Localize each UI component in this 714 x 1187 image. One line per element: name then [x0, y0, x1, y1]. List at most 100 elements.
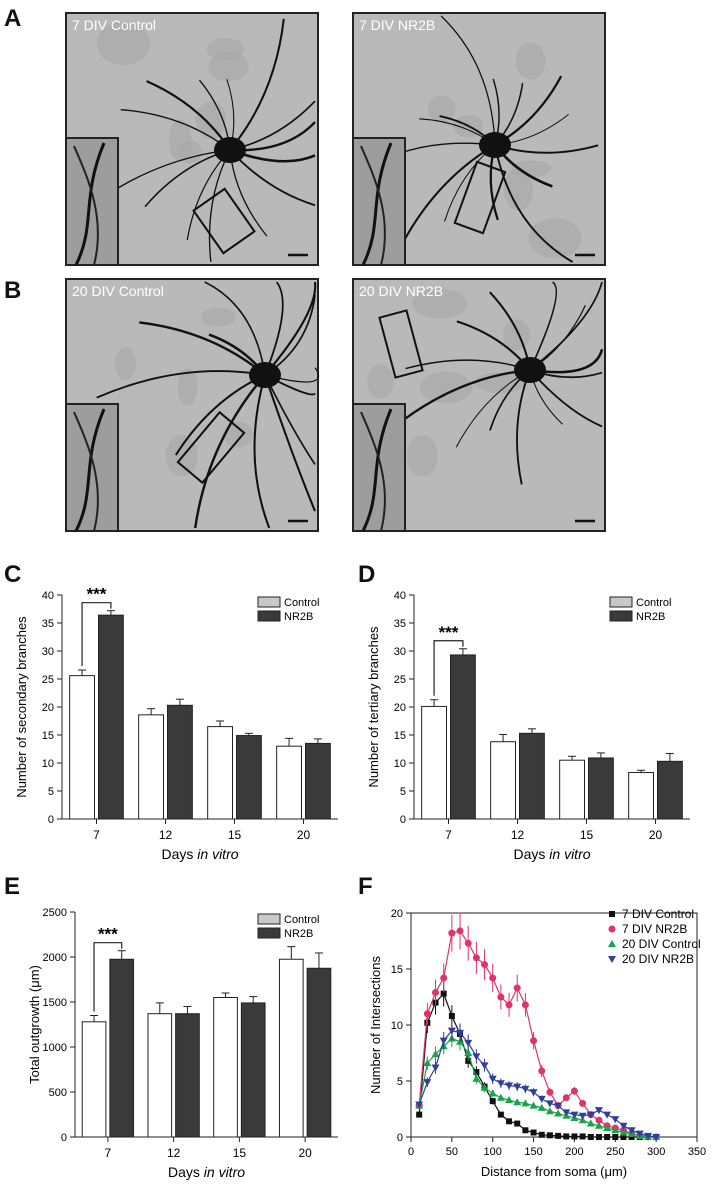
data-point [522, 1127, 529, 1134]
series-7-div-control [416, 980, 660, 1140]
x-tick-label: 20 [297, 828, 311, 842]
data-point [432, 989, 440, 997]
background-blob [165, 434, 198, 477]
legend-label: NR2B [284, 928, 313, 940]
data-point [439, 1037, 448, 1045]
data-point [423, 1079, 432, 1087]
soma [214, 137, 246, 163]
data-point [496, 1093, 505, 1101]
data-point [472, 1053, 481, 1061]
data-point [415, 1101, 424, 1109]
legend-swatch [257, 610, 281, 622]
legend-label: Control [284, 597, 319, 609]
y-tick-label: 35 [394, 618, 406, 630]
dendrite [494, 144, 574, 263]
x-tick-label: 0 [408, 1146, 414, 1158]
data-point [448, 929, 456, 937]
y-tick-label: 0 [397, 1132, 403, 1144]
legend-swatch [257, 596, 281, 608]
x-tick-label: 7 [93, 828, 100, 842]
y-tick-label: 30 [394, 646, 406, 658]
data-point [652, 1134, 661, 1141]
data-point [538, 1067, 546, 1075]
micrograph-panel: 7 DIV NR2B [352, 12, 606, 266]
data-point [448, 1013, 455, 1020]
micrographs: 7 DIV Control 7 DIV NR2B 20 DIV Control 20 … [65, 12, 606, 532]
data-point [505, 1096, 514, 1104]
zoom-box [453, 160, 507, 235]
y-tick-label: 500 [49, 1087, 67, 1099]
data-point [473, 1069, 480, 1076]
x-axis-label: Distance from soma (μm) [481, 1164, 627, 1179]
bar-control [628, 772, 654, 820]
legend-label: Control [636, 597, 671, 609]
x-tick-label: 20 [298, 1146, 312, 1160]
data-point [586, 1119, 595, 1127]
inset-dendrite [73, 145, 99, 266]
micrograph-label: 20 DIV Control [72, 283, 164, 299]
data-point [521, 1001, 529, 1009]
x-tick-label: 100 [484, 1146, 502, 1158]
data-point [608, 956, 616, 963]
dendrite [529, 281, 603, 371]
dendrite [204, 281, 266, 376]
data-point [538, 1131, 545, 1138]
legend-label: 20 DIV NR2B [622, 952, 694, 966]
panel-letter-e: E [4, 873, 20, 900]
y-tick-label: 30 [42, 646, 54, 658]
background-blob [502, 319, 531, 351]
dendrite [193, 374, 266, 529]
bar-control [559, 759, 585, 820]
dendrite [229, 18, 285, 151]
bar-control [147, 1013, 173, 1138]
dendrite [393, 368, 531, 429]
inset-image [352, 403, 406, 532]
y-tick-label: 20 [391, 908, 403, 920]
x-axis-label-part: in vitro [204, 1164, 245, 1180]
significance-label: *** [87, 585, 107, 604]
y-tick-label: 2500 [43, 907, 67, 919]
data-point [505, 1001, 513, 1009]
inset-dendrite [73, 411, 99, 532]
data-point [456, 927, 464, 935]
data-point [627, 1127, 636, 1135]
panel-letters: A B C D E F [4, 5, 375, 900]
data-point [489, 1098, 496, 1105]
dendrite [529, 281, 558, 371]
data-point [496, 1080, 505, 1088]
data-point [472, 1074, 481, 1082]
y-tick-label: 5 [48, 786, 54, 798]
series-line [418, 930, 657, 1138]
y-tick-label: 15 [42, 730, 54, 742]
background-blob [419, 371, 473, 404]
background-blob [427, 95, 456, 123]
y-tick-label: 0 [48, 814, 54, 826]
legend-swatch [257, 927, 281, 939]
bar-control [69, 675, 96, 820]
x-tick-label: 15 [228, 828, 242, 842]
micrograph-label: 7 DIV Control [72, 17, 156, 33]
x-axis-label: Days in vitro [161, 846, 238, 862]
data-point [587, 1134, 594, 1140]
data-point [609, 911, 615, 917]
data-point [456, 1029, 465, 1037]
data-point [514, 1120, 521, 1127]
data-point [423, 1059, 432, 1067]
x-tick-label: 15 [233, 1146, 247, 1160]
bar-nr2b [306, 967, 332, 1138]
data-point [464, 1049, 473, 1056]
x-tick-label: 12 [511, 828, 525, 842]
bar-control [276, 745, 303, 820]
background-blob [412, 288, 468, 319]
soma [479, 132, 511, 158]
bar-nr2b [240, 1002, 266, 1138]
y-tick-label: 2000 [43, 952, 67, 964]
x-tick-label: 12 [167, 1146, 181, 1160]
data-point [604, 1134, 611, 1140]
series-line [418, 1037, 657, 1138]
bar-nr2b [98, 614, 124, 820]
data-point [530, 1129, 537, 1136]
data-point [464, 1039, 473, 1047]
background-blob [406, 435, 438, 477]
